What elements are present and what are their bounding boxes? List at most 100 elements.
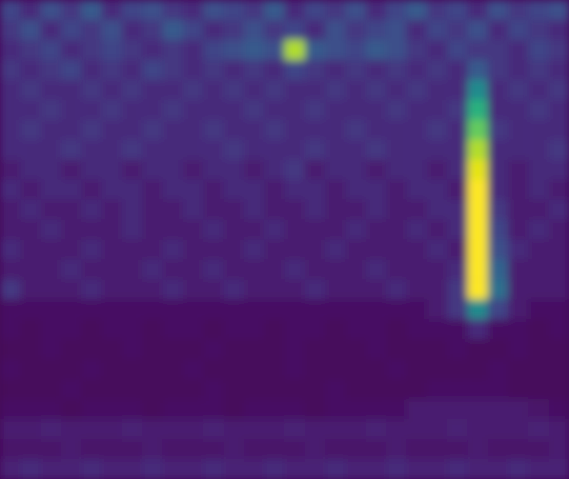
cell — [224, 379, 245, 399]
cell — [142, 0, 163, 20]
cell — [528, 379, 549, 399]
cell — [264, 299, 285, 319]
cell — [203, 0, 224, 20]
cell — [264, 0, 285, 20]
cell — [508, 439, 529, 459]
cell — [203, 379, 224, 399]
cell — [163, 439, 184, 459]
cell — [102, 100, 123, 120]
cell — [345, 419, 366, 439]
cell — [467, 20, 488, 40]
cell — [81, 100, 102, 120]
cell — [508, 240, 529, 260]
cell — [345, 339, 366, 359]
cell — [244, 20, 265, 40]
cell — [366, 40, 387, 60]
cell — [285, 259, 306, 279]
cell — [224, 259, 245, 279]
cell — [427, 399, 448, 419]
cell-layer — [0, 0, 569, 479]
cell — [142, 259, 163, 279]
cell — [0, 120, 21, 140]
cell — [386, 40, 407, 60]
cell — [467, 80, 488, 100]
cell — [102, 40, 123, 60]
cell — [264, 80, 285, 100]
cell — [285, 180, 306, 200]
cell — [345, 100, 366, 120]
cell — [203, 439, 224, 459]
cell — [224, 459, 245, 479]
cell — [325, 60, 346, 80]
cell — [122, 439, 143, 459]
cell — [41, 319, 62, 339]
cell — [183, 0, 204, 20]
cell — [508, 40, 529, 60]
cell — [386, 180, 407, 200]
cell — [20, 140, 41, 160]
cell — [285, 220, 306, 240]
cell — [325, 180, 346, 200]
cell — [549, 319, 569, 339]
cell — [406, 259, 427, 279]
cell — [102, 399, 123, 419]
cell — [406, 240, 427, 260]
cell — [61, 279, 82, 299]
cell — [467, 259, 488, 279]
cell — [549, 379, 569, 399]
cell — [549, 60, 569, 80]
cell — [488, 200, 509, 220]
cell — [61, 459, 82, 479]
cell — [447, 259, 468, 279]
cell — [142, 459, 163, 479]
cell — [81, 180, 102, 200]
cell — [345, 180, 366, 200]
cell — [81, 20, 102, 40]
cell — [163, 299, 184, 319]
cell — [508, 60, 529, 80]
cell — [102, 160, 123, 180]
cell — [183, 419, 204, 439]
cell — [406, 120, 427, 140]
cell — [285, 279, 306, 299]
cell — [366, 200, 387, 220]
cell — [549, 120, 569, 140]
cell — [183, 259, 204, 279]
cell — [427, 459, 448, 479]
cell — [285, 399, 306, 419]
cell — [325, 419, 346, 439]
cell — [61, 220, 82, 240]
cell — [244, 459, 265, 479]
cell — [549, 80, 569, 100]
cell — [102, 439, 123, 459]
cell — [366, 299, 387, 319]
cell — [427, 259, 448, 279]
cell — [508, 319, 529, 339]
cell — [41, 339, 62, 359]
cell — [528, 399, 549, 419]
cell — [406, 299, 427, 319]
cell — [0, 359, 21, 379]
cell — [508, 379, 529, 399]
cell — [183, 100, 204, 120]
cell — [203, 140, 224, 160]
cell — [264, 180, 285, 200]
cell — [386, 379, 407, 399]
cell — [61, 439, 82, 459]
cell — [366, 259, 387, 279]
cell — [406, 160, 427, 180]
cell — [285, 359, 306, 379]
cell — [203, 120, 224, 140]
cell — [61, 160, 82, 180]
cell — [244, 60, 265, 80]
cell — [447, 339, 468, 359]
cell — [366, 419, 387, 439]
cell — [20, 339, 41, 359]
cell — [447, 240, 468, 260]
cell — [406, 80, 427, 100]
cell — [406, 379, 427, 399]
cell — [122, 0, 143, 20]
cell — [0, 20, 21, 40]
cell — [0, 40, 21, 60]
cell — [142, 339, 163, 359]
